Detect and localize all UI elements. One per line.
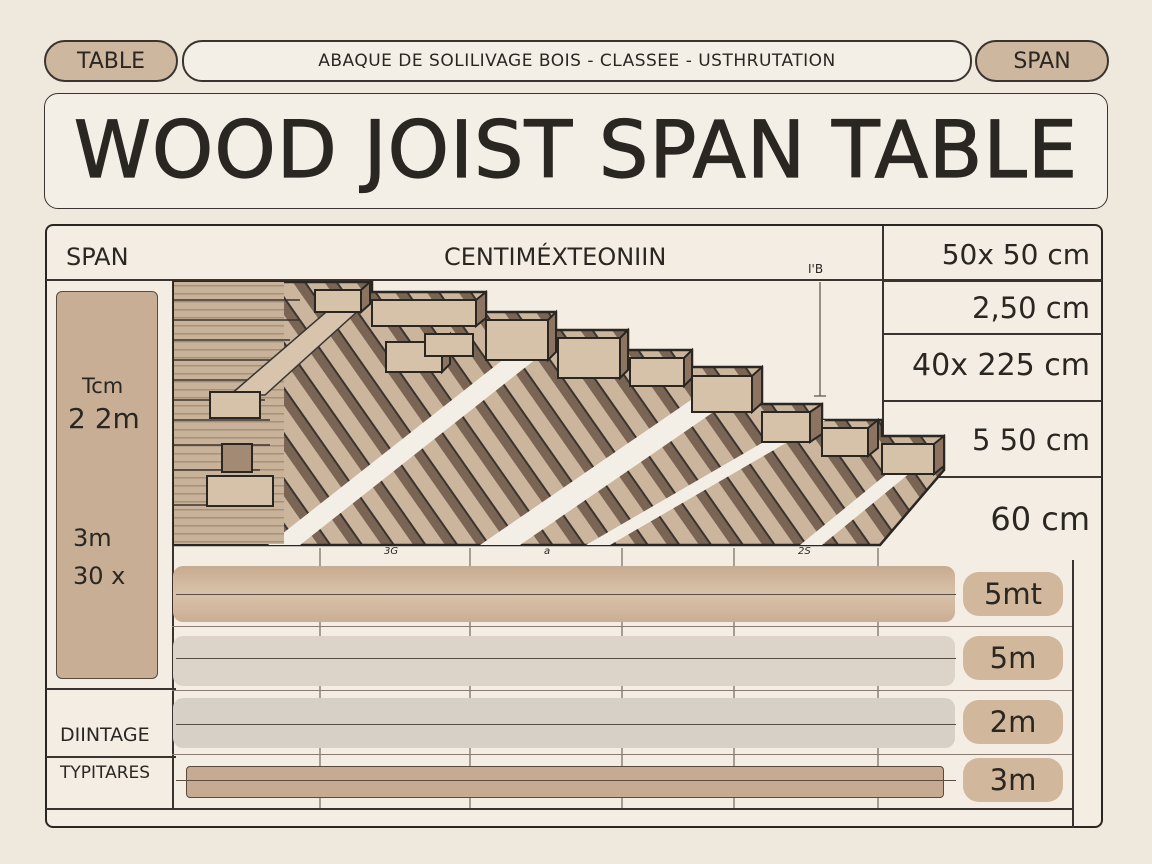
joist-block-13 [221,443,253,473]
band-row-divider-a [172,626,1072,627]
marker-label: I'B [808,262,824,276]
footer-divider-2 [46,756,176,758]
footer-label-1: DIINTAGE [60,724,150,746]
band-row-divider-b [172,690,1072,691]
joist-block-12 [209,391,261,419]
left-panel-top-line1: Tcm [82,374,124,398]
footer-divider [46,688,176,690]
side-row-divider-2 [882,333,1102,335]
joist-block-6 [557,327,629,381]
joist-block-5 [485,309,557,363]
row-badge-4-label: 3m [989,763,1037,797]
side-value-2: 2,50 cm [972,291,1090,325]
side-value-3: 40x 225 cm [912,348,1090,383]
row-badge-4: 3m [963,758,1063,802]
table-pill[interactable]: TABLE [44,40,178,82]
left-scale-panel [56,291,158,679]
band-row-4 [186,766,944,798]
column-header: CENTIMÉXTEONIIN [444,243,667,271]
tick-label-2: a [544,546,551,557]
side-value-4: 5 50 cm [972,423,1090,457]
joist-block-14 [206,475,274,507]
header-row-divider [46,279,1102,281]
band-line-3 [176,724,956,725]
joist-block-9 [761,402,823,444]
joist-stack [172,280,946,547]
row-badge-2-label: 5m [989,641,1037,675]
row-badge-3: 2m [963,700,1063,744]
band-line-2 [176,658,956,659]
side-row-divider-3 [882,400,1102,402]
joist-block-11 [881,433,945,477]
right-column-divider [882,226,884,476]
side-value-1: 50x 50 cm [941,238,1090,271]
table-pill-label: TABLE [76,48,146,74]
page-title: WOOD JOIST SPAN TABLE [73,105,1079,196]
tick-label-3: 2S [798,546,811,557]
title-box: WOOD JOIST SPAN TABLE [44,93,1108,209]
left-panel-top-line2: 2 2m [68,402,140,435]
band-row-3 [173,698,955,748]
joist-block-7 [629,347,693,389]
side-value-5: 60 cm [990,500,1090,538]
band-line-4 [176,780,956,781]
joist-end-blocks [206,279,945,507]
row-badge-1: 5mt [963,572,1063,616]
band-row-2 [173,636,955,686]
dimension-marker [814,282,826,397]
joist-block-1 [314,279,371,315]
footer-label-2: TYPITARES [60,763,151,783]
joist-block-10 [821,417,879,459]
tick-label-1: 3G [384,546,399,557]
span-pill-label: SPAN [1013,48,1071,74]
side-row-divider-4 [882,476,1102,478]
span-pill[interactable]: SPAN [975,40,1109,82]
row-badge-1-label: 5mt [983,577,1043,611]
row-badge-2: 5m [963,636,1063,680]
side-row-divider-1 [882,280,1102,282]
left-panel-bottom-line1: 3m [73,524,112,552]
row-badge-3-label: 2m [989,705,1037,739]
subtitle-text: ABAQUE DE SOLILIVAGE BOIS - CLASSEE - US… [318,51,836,71]
subtitle-bar: ABAQUE DE SOLILIVAGE BOIS - CLASSEE - US… [182,40,972,82]
left-panel-bottom-line2: 30 x [73,562,126,590]
band-line-1 [176,594,956,595]
bottom-row-divider [46,808,1072,810]
corner-label: SPAN [66,243,129,271]
joist-block-2 [371,289,487,329]
joist-block-4 [424,333,474,357]
band-row-divider-c [172,754,1072,755]
lower-right-divider [1072,560,1074,828]
joist-block-8 [691,364,763,415]
